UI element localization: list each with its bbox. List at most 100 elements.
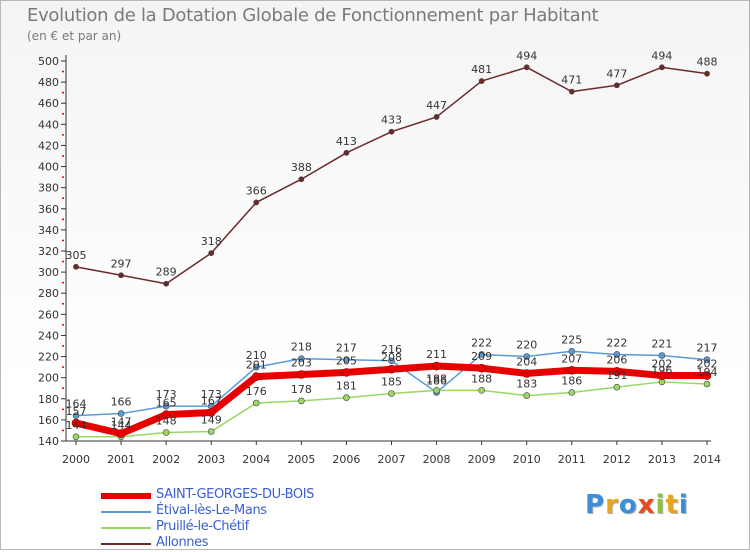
data-point: [387, 364, 396, 374]
y-tick-label: 260: [38, 308, 59, 321]
data-label: 176: [246, 385, 267, 398]
x-tick-label: 2000: [62, 453, 90, 466]
data-label: 196: [651, 364, 672, 377]
x-tick-label: 2005: [287, 453, 315, 466]
data-point: [612, 367, 622, 376]
y-tick-label: 140: [38, 435, 59, 448]
data-point: [657, 371, 667, 380]
data-point: [659, 64, 665, 71]
data-label: 388: [291, 161, 312, 174]
data-label: 207: [561, 352, 582, 365]
data-label: 178: [291, 383, 312, 396]
logo-letter: i: [655, 490, 666, 520]
logo-letter: o: [618, 490, 638, 520]
data-label: 148: [156, 415, 177, 428]
data-label: 167: [201, 395, 222, 408]
data-point: [568, 88, 575, 95]
data-label: 194: [697, 366, 718, 379]
data-label: 203: [291, 357, 312, 370]
y-tick-label: 340: [38, 224, 59, 237]
legend-swatch: [101, 493, 151, 499]
data-label: 413: [336, 135, 357, 148]
data-label: 289: [156, 266, 177, 279]
data-label: 217: [697, 342, 718, 355]
y-tick-label: 180: [38, 393, 59, 406]
data-point: [568, 347, 576, 355]
data-point: [703, 380, 711, 388]
x-tick-label: 2009: [468, 453, 496, 466]
y-tick-label: 300: [38, 266, 59, 279]
data-label: 206: [606, 353, 627, 366]
data-label: 222: [471, 336, 492, 349]
data-label: 494: [651, 49, 672, 62]
chart-subtitle: (en € et par an): [27, 29, 122, 43]
data-point: [568, 389, 576, 396]
data-point: [252, 399, 260, 407]
x-tick-label: 2002: [152, 453, 180, 466]
data-point: [116, 429, 126, 438]
x-tick-label: 2007: [378, 453, 406, 466]
logo-letter: t: [665, 490, 679, 520]
y-tick-label: 500: [38, 55, 59, 68]
data-label: 188: [471, 372, 492, 385]
x-tick-label: 2013: [648, 453, 676, 466]
data-point: [251, 372, 261, 381]
data-label: 494: [516, 49, 537, 62]
y-tick-label: 280: [38, 287, 59, 300]
data-label: 305: [66, 249, 87, 262]
data-label: 208: [381, 351, 402, 364]
data-label: 318: [201, 235, 222, 248]
data-label: 218: [291, 341, 312, 354]
series-line: [75, 66, 708, 285]
y-tick-label: 480: [38, 76, 59, 89]
data-label: 144: [66, 419, 87, 432]
x-tick-label: 2010: [513, 453, 541, 466]
y-tick-label: 440: [38, 118, 59, 131]
legend-label: Allonnes: [156, 535, 209, 550]
data-point: [567, 365, 577, 375]
data-point: [388, 357, 395, 365]
data-label: 471: [561, 74, 582, 87]
data-point: [252, 363, 260, 371]
legend-label: SAINT-GEORGES-DU-BOIS: [156, 487, 315, 502]
data-point: [73, 263, 79, 270]
data-label: 164: [66, 398, 87, 411]
x-tick-label: 2011: [558, 453, 586, 466]
data-label: 366: [246, 184, 267, 197]
data-label: 220: [516, 339, 537, 352]
data-label: 188: [426, 372, 447, 385]
data-point: [703, 356, 711, 364]
data-label: 222: [606, 336, 627, 349]
data-point: [613, 82, 620, 89]
chart-title: Evolution de la Dotation Globale de Fonc…: [27, 5, 599, 26]
data-point: [388, 390, 395, 397]
y-tick-label: 460: [38, 97, 59, 110]
data-label: 477: [606, 67, 627, 80]
x-tick-label: 2014: [693, 453, 721, 466]
legend-label: Pruillé-le-Chétif: [156, 519, 249, 534]
data-point: [161, 410, 171, 419]
data-label: 216: [381, 343, 402, 356]
data-label: 210: [246, 349, 267, 362]
data-point: [613, 383, 621, 391]
data-label: 201: [246, 359, 267, 372]
legend-label: Étival-lès-Le-Mans: [156, 503, 267, 518]
data-label: 202: [651, 358, 672, 371]
y-tick-label: 420: [38, 139, 59, 152]
data-point: [206, 408, 216, 417]
data-label: 183: [516, 378, 537, 391]
data-label: 225: [561, 333, 582, 346]
data-label: 186: [426, 374, 447, 387]
data-point: [342, 368, 351, 377]
data-point: [298, 397, 305, 405]
x-tick-label: 2001: [107, 453, 135, 466]
proxiti-logo: Proxiti: [585, 490, 689, 520]
data-point: [658, 352, 666, 359]
data-label: 144: [111, 419, 132, 432]
data-label: 166: [111, 396, 132, 409]
x-tick-label: 2006: [332, 453, 360, 466]
y-tick-label: 240: [38, 329, 59, 342]
y-tick-label: 220: [38, 351, 59, 364]
y-tick-label: 380: [38, 182, 59, 195]
